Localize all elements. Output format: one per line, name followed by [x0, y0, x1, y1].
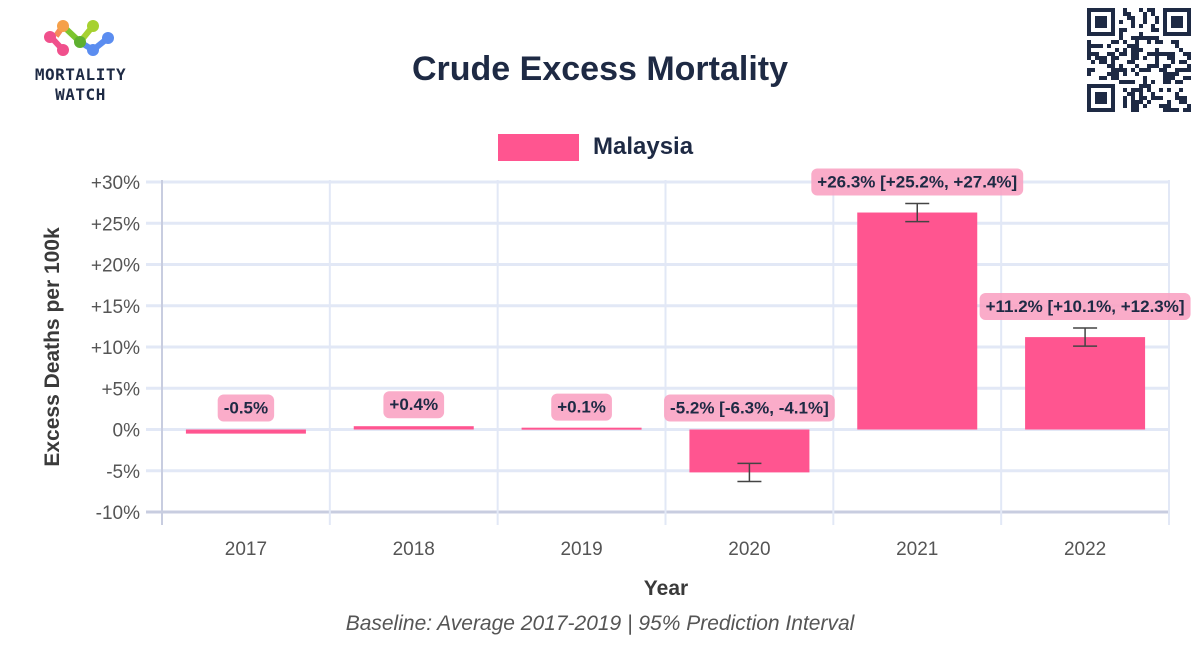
error-bars — [737, 202, 1098, 483]
data-label-bg — [217, 394, 275, 422]
chart-title: Crude Excess Mortality — [411, 50, 789, 88]
data-label-bg — [664, 394, 835, 422]
grid-lines — [146, 180, 1170, 525]
x-axis-label: Year — [644, 577, 688, 600]
data-label-2020: -5.2% [-6.3%, -4.1%] — [670, 399, 829, 418]
data-label-2017: -0.5% — [224, 399, 268, 418]
legend[interactable]: Malaysia — [498, 133, 693, 161]
data-label-2019: +0.1% — [557, 398, 606, 417]
y-axis-label: Excess Deaths per 100k — [41, 227, 64, 467]
data-label-bg — [383, 391, 445, 419]
x-tick-label: 2018 — [393, 539, 435, 560]
y-tick-label: -10% — [96, 503, 140, 524]
bar-2018 — [353, 426, 474, 430]
bar-2021 — [857, 212, 978, 430]
bar-2019 — [521, 427, 642, 430]
data-labels: -0.5% +0.4% +0.1% -5.2% [-6.3%, -4.1%] +26.3… — [217, 168, 1191, 422]
y-tick-label: -5% — [106, 462, 140, 483]
bar-2017 — [185, 429, 306, 434]
x-tick-label: 2019 — [560, 539, 602, 560]
bar-2022 — [1025, 337, 1146, 430]
qr-code-icon[interactable] — [1087, 8, 1191, 112]
y-tick-label: 0% — [113, 421, 141, 442]
logo-molecule-icon — [44, 20, 114, 56]
y-tick-label: +5% — [101, 379, 140, 400]
x-axis-ticks: 2017 2018 2019 2020 2021 2022 — [225, 539, 1106, 560]
logo-text-line2: WATCH — [55, 85, 106, 104]
chart-caption: Baseline: Average 2017-2019 | 95% Predic… — [345, 612, 855, 635]
mortality-watch-logo: MORTALITY WATCH — [18, 20, 143, 110]
data-label-2022: +11.2% [+10.1%, +12.3%] — [986, 297, 1185, 316]
data-label-bg — [811, 168, 1024, 196]
x-tick-label: 2020 — [728, 539, 770, 560]
data-label-2018: +0.4% — [389, 395, 438, 414]
y-tick-label: +10% — [91, 338, 140, 359]
y-tick-label: +20% — [91, 256, 140, 277]
bars — [185, 212, 1146, 473]
y-tick-label: +30% — [91, 173, 140, 194]
y-tick-label: +15% — [91, 297, 140, 318]
x-tick-label: 2021 — [896, 539, 938, 560]
legend-swatch-malaysia — [498, 133, 579, 161]
data-label-2021: +26.3% [+25.2%, +27.4%] — [817, 172, 1017, 191]
data-label-bg — [979, 293, 1191, 321]
data-label-bg — [551, 393, 612, 421]
x-tick-label: 2017 — [225, 539, 267, 560]
legend-label-malaysia: Malaysia — [593, 133, 694, 160]
x-tick-label: 2022 — [1064, 539, 1106, 560]
logo-text-line1: MORTALITY — [34, 65, 127, 84]
y-axis-ticks: +30% +25% +20% +15% +10% +5% 0% -5% -10% — [91, 173, 140, 524]
y-tick-label: +25% — [91, 214, 140, 235]
